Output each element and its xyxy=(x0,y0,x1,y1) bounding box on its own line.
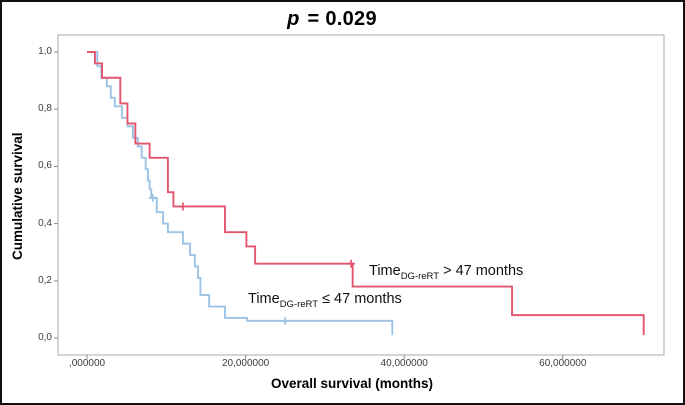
series-label-time-under-47: TimeDG-reRT ≤ 47 months xyxy=(248,291,402,310)
x-tick-label: 60,000000 xyxy=(539,358,587,369)
plot-frame xyxy=(57,34,665,356)
p-value-title: p = 0.029 xyxy=(2,8,662,31)
y-axis-label: Cumulative survival xyxy=(10,132,25,261)
x-tick-label: 20,000000 xyxy=(221,358,270,369)
p-value-text: = 0.029 xyxy=(301,8,377,30)
x-axis-label: Overall survival (months) xyxy=(270,376,434,391)
series-label-suffix: > 47 months xyxy=(439,263,524,279)
series-label-subscript: DG-reRT xyxy=(279,298,319,310)
series-label-prefix: Time xyxy=(369,263,401,279)
y-tick-label: 0,6 xyxy=(38,160,52,172)
y-tick-label: 0,0 xyxy=(38,332,52,343)
y-tick-label: 0,4 xyxy=(38,217,52,229)
curve-time-under-47 xyxy=(93,51,394,336)
series-label-time-over-47: TimeDG-reRT > 47 months xyxy=(369,263,523,282)
series-label-suffix: ≤ 47 months xyxy=(318,291,402,307)
x-tick-label: 40,000000 xyxy=(380,358,428,369)
curve-time-over-47 xyxy=(87,51,645,336)
y-tick-label: 1,0 xyxy=(38,46,52,57)
y-tick-label: 0,8 xyxy=(38,103,52,115)
x-tick-label: ,000000 xyxy=(68,358,106,369)
y-tick-label: 0,2 xyxy=(38,274,52,286)
series-label-subscript: DG-reRT xyxy=(400,270,440,282)
p-value-italic-p: p xyxy=(287,8,300,30)
series-label-prefix: Time xyxy=(248,291,280,307)
